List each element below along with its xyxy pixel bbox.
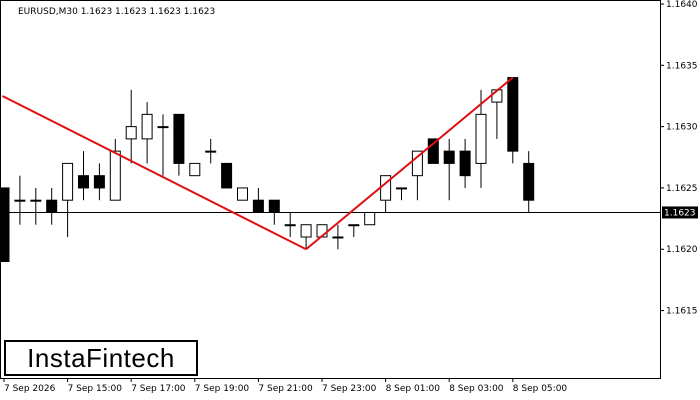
candle [30,187,42,225]
bear-candle-body [221,162,233,189]
current-price-label: 1.1623 [664,208,696,218]
candle [109,138,121,201]
pattern-lines [1,76,514,251]
pattern-line [1,95,307,251]
candle [284,212,296,237]
candle [364,211,376,226]
y-tick-label: 1.1640 [666,0,698,10]
bull-candle-body [348,224,360,227]
candle [332,224,344,250]
candle [189,162,201,177]
bull-candle-body [205,150,217,153]
bull-candle-body [157,126,169,129]
candle [459,138,471,188]
candle [443,138,455,201]
candle [237,187,248,201]
y-tick-label: 1.1620 [666,245,698,255]
bull-candle-body [475,113,487,164]
bear-candle-body [78,175,89,189]
bull-candle-body [411,150,423,177]
bull-candle-body [189,162,201,177]
bull-candle-body [332,236,344,239]
x-axis: 7 Sep 2026 7 Sep 15:00 7 Sep 17:00 7 Sep 19… [3,378,568,394]
x-tick-label: 8 Sep 05:00 [513,384,568,394]
y-tick-label: 1.1615 [666,307,698,317]
candle [507,77,519,164]
candle [93,163,105,201]
candle [157,114,169,176]
x-tick-label: 8 Sep 01:00 [386,384,441,394]
bull-candle-body [30,199,42,202]
candle [523,151,535,213]
bear-candle-body [252,199,264,213]
x-tick-label: 8 Sep 03:00 [449,384,504,394]
bear-candle-body [268,199,280,213]
bear-candle-body [443,150,455,164]
bull-candle-body [125,126,137,140]
x-tick-label: 7 Sep 23:00 [322,384,377,394]
candle [475,89,487,188]
candles [0,77,535,263]
x-tick-label: 7 Sep 21:00 [258,384,313,394]
bull-candle-body [284,224,296,227]
candle [125,89,137,164]
candle [205,138,217,164]
bull-candle-body [396,187,407,190]
candle [0,187,10,263]
bear-candle-body [0,187,10,263]
pattern-line [305,76,514,251]
bull-candle-body [141,113,153,140]
bear-candle-body [173,113,185,164]
bull-candle-body [14,199,26,202]
bear-candle-body [523,162,535,201]
candle [411,150,423,201]
y-tick-label: 1.1630 [666,123,698,133]
x-tick-label: 7 Sep 19:00 [195,384,250,394]
bear-candle-body [46,199,58,213]
bull-candle-body [300,224,312,238]
bear-candle-body [507,77,519,152]
y-axis: 1.1615 1.1620 1.1625 1.1630 1.1635 1.1640 [660,0,698,317]
x-tick-label: 7 Sep 15:00 [68,384,123,394]
candle [78,151,89,201]
x-tick-label: 7 Sep 17:00 [131,384,186,394]
candle [348,224,360,237]
chart-header: EURUSD,M30 1.1623 1.1623 1.1623 1.1623 [18,7,215,17]
bear-candle-body [93,175,105,189]
bull-candle-body [237,187,248,201]
bear-candle-body [459,150,471,177]
brand-logo-text: InstaFintech [27,342,175,373]
candle [14,175,26,225]
bull-candle-body [364,211,376,226]
bull-candle-body [62,162,74,201]
x-tick-label: 7 Sep 2026 [4,384,56,394]
candle [62,162,74,237]
brand-logo: InstaFintech [4,340,198,376]
current-price-badge: 1.1623 [662,206,698,219]
bull-candle-body [109,150,121,201]
candle [300,224,312,250]
candle [173,113,185,176]
y-tick-label: 1.1635 [666,61,698,71]
y-tick-label: 1.1625 [666,184,698,194]
candle [396,187,407,201]
bear-candle-body [427,138,439,164]
candle [221,162,233,189]
candle [141,102,153,164]
